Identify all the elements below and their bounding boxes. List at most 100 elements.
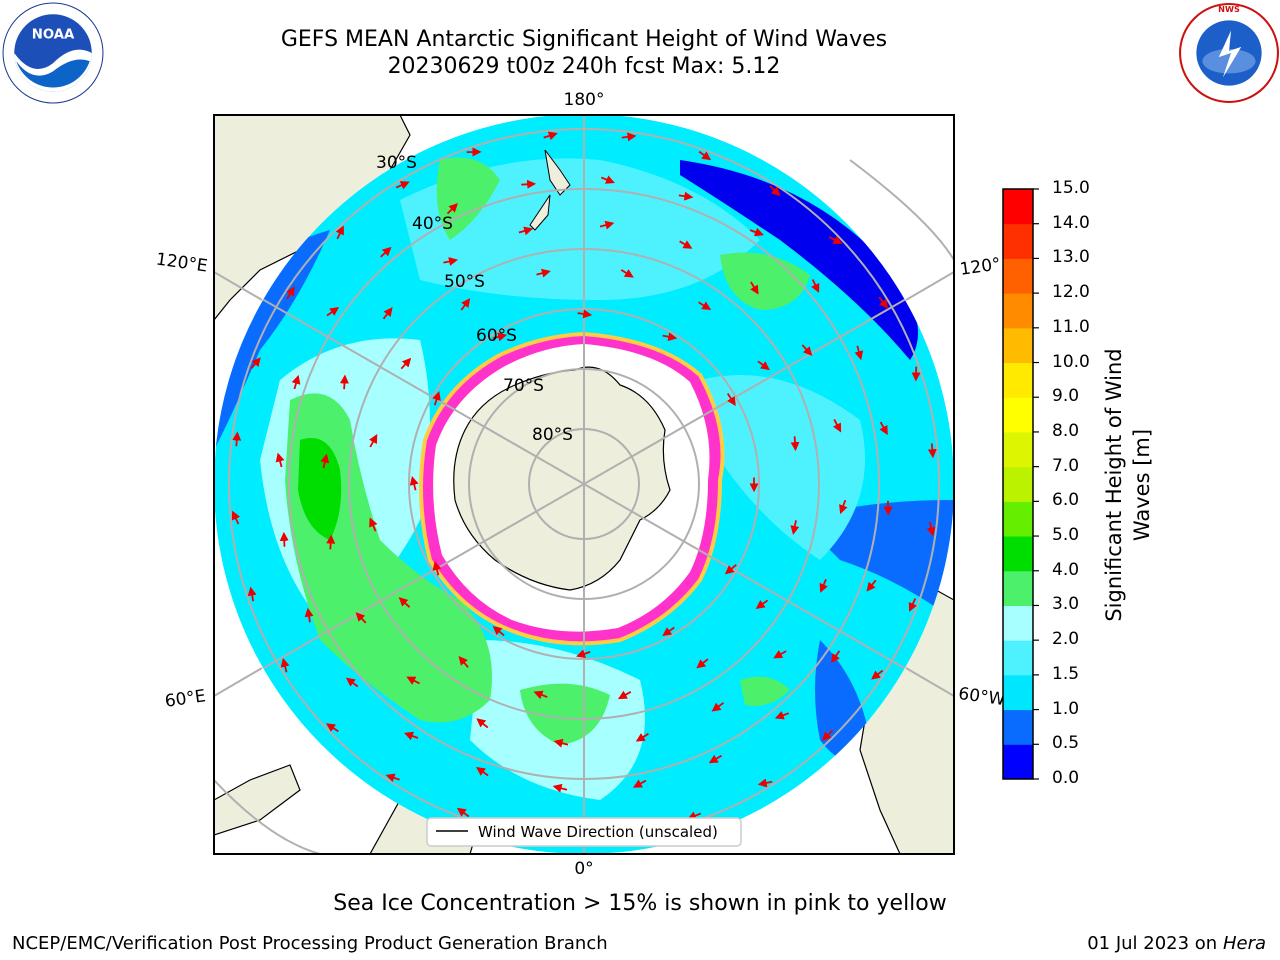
colorbar-tick-label: 8.0	[1052, 420, 1080, 441]
lon-label-120w: 120°	[959, 254, 1002, 280]
colorbar-band	[1003, 501, 1033, 537]
wave-direction-arrow	[404, 731, 419, 741]
colorbar-tick-label: 1.5	[1052, 663, 1080, 684]
lon-label-120e: 120°E	[155, 250, 209, 277]
wave-direction-arrow	[395, 181, 410, 190]
chart-subtitle: 20230629 t00z 240h fcst Max: 5.12	[387, 54, 781, 79]
lat-label-70s: 70°S	[503, 376, 544, 396]
wave-direction-arrow	[406, 676, 420, 685]
wave-direction-arrow	[726, 393, 736, 407]
wave-direction-arrow	[339, 374, 349, 390]
colorbar-tick-label: 14.0	[1052, 212, 1090, 233]
lon-label-180: 180°	[564, 90, 605, 110]
map-frame	[213, 114, 955, 855]
wave-direction-arrow	[679, 240, 693, 249]
wave-direction-arrow	[533, 690, 548, 700]
wave-direction-arrow	[385, 773, 400, 783]
wave-direction-arrow	[908, 598, 917, 612]
wave-direction-arrow	[456, 807, 470, 818]
colorbar-label: Significant Height of Wind Waves [m]	[1102, 348, 1154, 622]
map-legend-box	[426, 817, 742, 847]
wave-direction-arrow	[773, 650, 787, 659]
wave-direction-arrow	[621, 132, 637, 142]
colorbar-band	[1003, 189, 1033, 225]
colorbar-band	[1003, 536, 1033, 572]
wave-direction-arrow	[326, 534, 336, 550]
lat-label-30s: 30°S	[376, 153, 417, 173]
wave-direction-arrow	[696, 658, 709, 669]
wave-direction-arrow	[617, 690, 632, 700]
noaa-logo: NOAA	[2, 2, 104, 104]
wave-direction-arrow	[553, 738, 569, 748]
colorbar-band	[1003, 744, 1033, 780]
wave-direction-arrow	[769, 185, 781, 197]
wave-direction-arrow	[476, 766, 489, 777]
colorbar-band	[1003, 258, 1033, 294]
wave-direction-arrow	[518, 226, 534, 236]
wave-direction-arrow	[790, 520, 800, 535]
wave-direction-arrow	[400, 357, 412, 370]
wave-direction-arrow	[662, 626, 675, 637]
wave-direction-arrow	[879, 421, 888, 436]
wave-direction-arrow	[398, 597, 411, 608]
colorbar-band	[1003, 397, 1033, 433]
wave-direction-arrow	[543, 131, 558, 141]
wave-direction-arrow	[492, 625, 505, 637]
wave-direction-arrow	[854, 345, 864, 361]
colorbar	[1002, 188, 1039, 780]
wave-direction-arrow	[811, 279, 820, 293]
machine-name: Hera	[1222, 933, 1266, 954]
wave-direction-arrow	[927, 443, 937, 459]
wave-direction-arrow	[821, 729, 834, 741]
wave-direction-arrow	[280, 657, 290, 673]
wave-direction-arrow	[304, 607, 314, 623]
colorbar-tick-label: 6.0	[1052, 490, 1080, 511]
colorbar-tick-label: 0.0	[1052, 768, 1080, 788]
wave-direction-arrow	[279, 531, 289, 547]
wave-direction-arrow	[247, 586, 257, 602]
colorbar-band	[1003, 431, 1033, 468]
colorbar-frame	[1002, 188, 1034, 780]
chart-title: GEFS MEAN Antarctic Significant Height o…	[280, 27, 888, 52]
wave-direction-arrow	[831, 650, 841, 664]
colorbar-band	[1003, 570, 1033, 606]
wave-direction-arrow	[755, 599, 769, 609]
colorbar-band	[1003, 674, 1033, 711]
colorbar-tick-label: 7.0	[1052, 455, 1080, 476]
wave-direction-arrow	[552, 783, 568, 793]
wave-direction-arrow	[382, 307, 393, 320]
wave-direction-arrow	[326, 306, 340, 317]
wave-direction-arrow	[446, 203, 458, 215]
wave-direction-arrow	[409, 475, 419, 491]
wave-direction-arrow	[871, 669, 884, 680]
lon-label-60e: 60°E	[164, 686, 207, 711]
wave-direction-arrow	[866, 579, 877, 592]
wave-direction-arrow	[678, 191, 694, 201]
colorbar-tick-label: 4.0	[1052, 559, 1080, 580]
wave-direction-arrow	[345, 677, 359, 688]
wave-direction-arrow	[335, 225, 344, 240]
colorbar-tick-label: 5.0	[1052, 525, 1080, 546]
wave-direction-arrow	[460, 298, 471, 311]
wave-direction-arrow	[599, 220, 615, 230]
wave-direction-arrow	[828, 235, 843, 245]
lon-label-0: 0°	[574, 859, 593, 879]
colorbar-tick-label: 2.0	[1052, 629, 1080, 650]
wave-direction-arrow	[749, 227, 764, 237]
wave-direction-arrow	[819, 578, 828, 593]
wave-direction-arrow	[635, 733, 649, 742]
wave-direction-arrow	[711, 702, 725, 712]
wave-direction-arrow	[476, 718, 489, 729]
colorbar-band	[1003, 362, 1033, 398]
wave-direction-arrow	[632, 779, 647, 788]
colorbar-tick-label: 9.0	[1052, 386, 1080, 407]
wave-direction-arrow	[443, 257, 458, 266]
wave-direction-arrow	[291, 374, 301, 390]
wave-direction-arrow	[232, 431, 242, 447]
colorbar-tick-label: 1.0	[1052, 698, 1080, 719]
wave-direction-arrow	[750, 281, 759, 295]
lat-label-60s: 60°S	[476, 326, 517, 346]
wave-direction-arrow	[521, 179, 537, 189]
colorbar-tick-label: 3.0	[1052, 594, 1080, 615]
